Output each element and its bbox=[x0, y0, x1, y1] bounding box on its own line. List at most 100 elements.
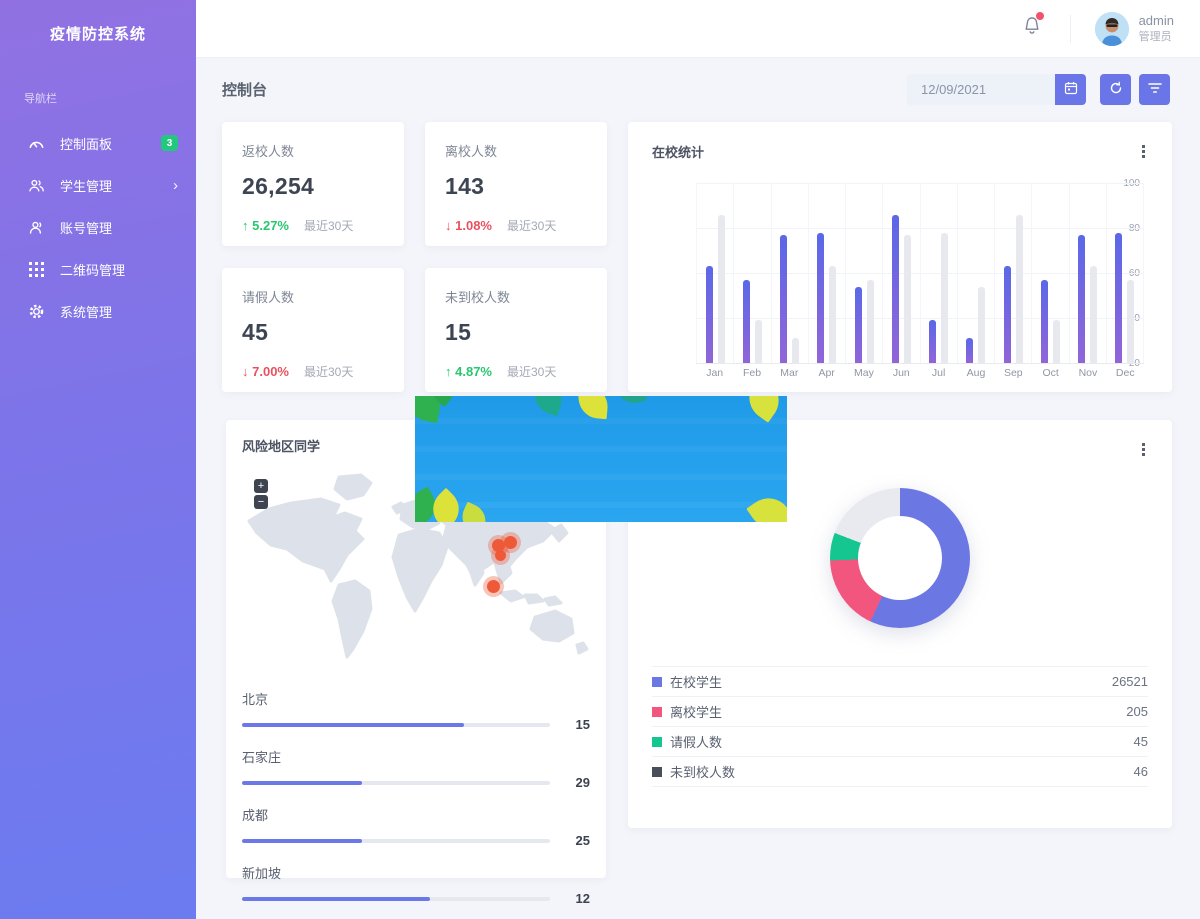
city-value: 15 bbox=[575, 717, 590, 732]
city-row: 石家庄 29 bbox=[242, 747, 590, 790]
stat-title: 请假人数 bbox=[242, 290, 295, 305]
settings-icon bbox=[28, 303, 45, 320]
map-zoom-in-button[interactable]: + bbox=[254, 479, 268, 493]
dashboard-badge: 3 bbox=[161, 135, 178, 151]
x-tick-label: Feb bbox=[742, 367, 762, 379]
city-bar-track bbox=[242, 896, 550, 901]
user-name: admin bbox=[1138, 12, 1174, 28]
sidebar-item-qrcode[interactable]: 二维码管理 bbox=[0, 248, 196, 290]
user-info[interactable]: admin 管理员 bbox=[1139, 13, 1174, 44]
bar-purple bbox=[1115, 232, 1123, 363]
bar-group bbox=[696, 183, 733, 363]
city-label: 石家庄 bbox=[242, 750, 282, 765]
city-value: 12 bbox=[575, 891, 590, 906]
card-menu-button[interactable] bbox=[1139, 142, 1148, 161]
sidebar-item-settings[interactable]: 系统管理 bbox=[0, 290, 196, 332]
legend-label: 在校学生 bbox=[670, 675, 723, 690]
promo-banner-overlay[interactable] bbox=[415, 396, 787, 522]
bar-purple bbox=[966, 338, 974, 363]
stat-trend-row: ↑ 4.87% 最近30天 bbox=[445, 363, 587, 380]
stat-card-left-school: 离校人数 143 ↓ 1.08% 最近30天 bbox=[425, 122, 607, 246]
calendar-icon bbox=[1064, 81, 1078, 98]
bar-gray bbox=[978, 286, 986, 363]
bar-purple bbox=[1003, 266, 1011, 363]
legend-swatch bbox=[652, 676, 662, 687]
gridline bbox=[696, 363, 1144, 364]
notifications-button[interactable] bbox=[1022, 12, 1044, 42]
risk-city-list: 北京 15 石家庄 29 成都 bbox=[242, 689, 590, 906]
bar-gray bbox=[1127, 279, 1135, 363]
chart-title: 在校统计 bbox=[652, 145, 705, 160]
main-content: 控制台 返校人数 26,254 ↑ 5.27% 最近3 bbox=[196, 57, 1200, 919]
account-icon bbox=[28, 219, 45, 236]
refresh-icon bbox=[1109, 81, 1123, 98]
bar-purple bbox=[705, 266, 713, 363]
legend-value: 26521 bbox=[1111, 674, 1148, 689]
legend-label: 请假人数 bbox=[670, 735, 723, 750]
trend-up-arrow: ↑ 4.87% bbox=[445, 364, 492, 379]
bar-group bbox=[956, 183, 994, 363]
date-picker-group bbox=[907, 74, 1086, 105]
bar-chart: 10080604020 JanFebMarAprMayJunJulAugSepO… bbox=[652, 167, 1148, 379]
bar-group bbox=[733, 183, 770, 363]
trend-period: 最近30天 bbox=[304, 219, 354, 233]
donut-hole bbox=[858, 516, 942, 600]
bar-gray bbox=[1052, 320, 1060, 363]
filter-icon bbox=[1147, 82, 1162, 97]
bar-purple bbox=[929, 320, 937, 363]
legend-swatch bbox=[652, 736, 662, 747]
sidebar-item-dashboard[interactable]: 控制面板 3 bbox=[0, 122, 196, 164]
sidebar-section-label: 导航栏 bbox=[24, 93, 57, 105]
map-marker[interactable] bbox=[492, 539, 505, 552]
map-zoom-out-button[interactable]: − bbox=[254, 495, 268, 509]
page-title: 控制台 bbox=[222, 82, 268, 99]
qrcode-icon bbox=[28, 261, 45, 278]
world-map: + − bbox=[242, 469, 590, 681]
stat-title: 返校人数 bbox=[242, 144, 295, 159]
city-bar-fill bbox=[242, 780, 363, 785]
stat-trend-row: ↓ 1.08% 最近30天 bbox=[445, 217, 587, 234]
city-label: 成都 bbox=[242, 808, 269, 823]
bar-purple bbox=[742, 279, 750, 363]
legend-row: 未到校人数 46 bbox=[652, 757, 1148, 787]
bar-gray bbox=[903, 234, 911, 363]
stat-card-on-leave: 请假人数 45 ↓ 7.00% 最近30天 bbox=[222, 268, 404, 392]
x-tick-label: Oct bbox=[1042, 367, 1059, 379]
sidebar: 疫情防控系统 导航栏 控制面板 3 学生管理 › 账 bbox=[0, 0, 196, 919]
user-role: 管理员 bbox=[1138, 30, 1172, 43]
legend-swatch bbox=[652, 706, 662, 717]
legend-label: 未到校人数 bbox=[670, 765, 736, 780]
stat-trend-row: ↑ 5.27% 最近30天 bbox=[242, 217, 384, 234]
stat-value: 15 bbox=[445, 319, 472, 345]
legend-value: 45 bbox=[1133, 734, 1148, 749]
calendar-button[interactable] bbox=[1055, 74, 1086, 105]
bar-group bbox=[1068, 183, 1106, 363]
legend-label: 离校学生 bbox=[670, 705, 723, 720]
date-input[interactable] bbox=[907, 74, 1055, 105]
trend-down-arrow: ↓ 7.00% bbox=[242, 364, 289, 379]
sidebar-item-students[interactable]: 学生管理 › bbox=[0, 164, 196, 206]
map-marker[interactable] bbox=[495, 550, 506, 561]
sidebar-item-accounts[interactable]: 账号管理 bbox=[0, 206, 196, 248]
refresh-button[interactable] bbox=[1100, 74, 1131, 105]
legend-value: 205 bbox=[1126, 704, 1148, 719]
map-marker[interactable] bbox=[487, 580, 500, 593]
legend-row: 请假人数 45 bbox=[652, 727, 1148, 757]
map-marker[interactable] bbox=[504, 536, 517, 549]
bar-gray bbox=[829, 266, 837, 363]
header-divider bbox=[1069, 14, 1071, 43]
bar-chart-plot bbox=[696, 183, 1144, 364]
card-menu-button[interactable] bbox=[1139, 440, 1148, 459]
sidebar-item-label: 账号管理 bbox=[60, 220, 113, 236]
trend-period: 最近30天 bbox=[507, 219, 557, 233]
bar-purple bbox=[891, 214, 899, 363]
students-icon bbox=[28, 177, 45, 194]
stat-card-returned: 返校人数 26,254 ↑ 5.27% 最近30天 bbox=[222, 122, 404, 246]
notification-dot bbox=[1035, 12, 1044, 20]
avatar[interactable] bbox=[1094, 11, 1129, 46]
bar-group bbox=[1105, 183, 1144, 363]
filter-button[interactable] bbox=[1139, 74, 1170, 105]
city-bar-track bbox=[242, 722, 550, 727]
legend-row: 离校学生 205 bbox=[652, 697, 1148, 727]
stat-card-absent: 未到校人数 15 ↑ 4.87% 最近30天 bbox=[425, 268, 607, 392]
